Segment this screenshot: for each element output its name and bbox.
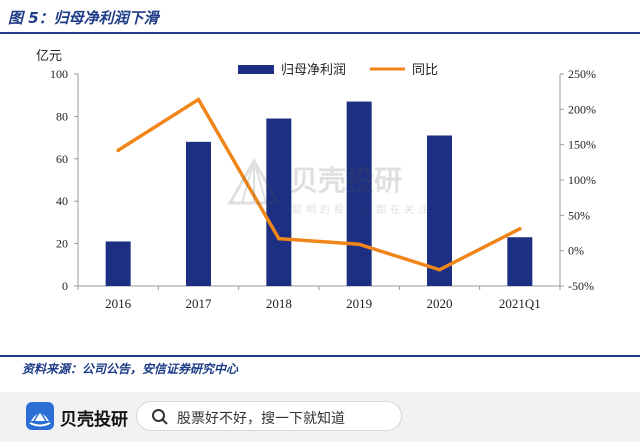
line-point <box>277 236 281 241</box>
x-tick-label: 2020 <box>427 296 453 311</box>
y-right-tick-label: -50% <box>568 279 594 293</box>
y-left-tick-label: 0 <box>62 279 68 293</box>
y-left-tick-label: 60 <box>56 152 68 166</box>
source-note: 资料来源：公司公告，安信证券研究中心 <box>22 362 239 376</box>
watermark: 贝壳投研 聪明的投资者都在关注 <box>220 155 450 225</box>
line-point <box>437 267 442 272</box>
bar <box>186 141 211 286</box>
watermark-brand: 贝壳投研 <box>290 164 403 197</box>
bar <box>105 241 131 286</box>
y-left-tick-label: 40 <box>56 194 68 208</box>
legend-line-label: 同比 <box>412 63 438 78</box>
chart-legend: 归母净利润 同比 <box>238 63 438 78</box>
legend-bar-label: 归母净利润 <box>281 63 346 78</box>
line-point <box>357 242 361 247</box>
figure-title-bar: 图 5：归母净利润下滑 <box>0 0 640 34</box>
x-tick-label: 2018 <box>266 296 292 311</box>
tick-labels: 0 20 40 60 80 100 -50% 0% 50% 100% 150% 200% 250% 201… <box>50 67 596 311</box>
watermark-slogan: 聪明的投资者都在关注 <box>292 205 432 216</box>
y-right-tick-label: 200% <box>568 102 596 116</box>
figure-title: 图 5：归母净利润下滑 <box>8 9 159 27</box>
chart-axes <box>74 73 564 290</box>
y-right-tick-label: 50% <box>568 208 590 222</box>
y-left-tick-label: 20 <box>56 237 68 251</box>
line-point <box>518 226 522 231</box>
y-right-tick-label: 150% <box>568 138 596 152</box>
bar <box>346 101 372 286</box>
x-tick-label: 2017 <box>186 296 213 311</box>
footer-bar: 贝壳投研 股票好不好，搜一下就知道 <box>0 392 640 442</box>
line-point <box>116 148 120 153</box>
y-right-tick-label: 100% <box>568 173 596 187</box>
legend-bar-swatch <box>238 65 274 74</box>
search-input[interactable]: 股票好不好，搜一下就知道 <box>136 401 402 431</box>
y-right-tick-label: 0% <box>568 244 584 258</box>
bar <box>266 118 292 287</box>
y-left-tick-label: 100 <box>50 67 68 81</box>
bar <box>507 237 533 286</box>
shell-watermark-icon <box>227 157 281 205</box>
y-left-unit-label: 亿元 <box>36 49 62 64</box>
footer-logo-text[interactable]: 贝壳投研 <box>60 410 128 430</box>
chart: 0 20 40 60 80 100 -50% 0% 50% 100% 150% 200% 250% 201… <box>36 49 596 311</box>
y-left-tick-label: 80 <box>56 109 68 123</box>
shell-logo-icon[interactable] <box>26 402 54 430</box>
bar <box>427 135 452 286</box>
line-path <box>117 97 521 272</box>
x-tick-label: 2019 <box>346 296 372 311</box>
search-icon[interactable] <box>151 408 169 426</box>
line-point <box>196 97 201 102</box>
line-series <box>116 97 522 272</box>
x-tick-label: 2021Q1 <box>499 296 541 311</box>
bar-series <box>105 101 533 287</box>
y-right-tick-label: 250% <box>568 67 596 81</box>
search-placeholder: 股票好不好，搜一下就知道 <box>177 411 345 427</box>
x-tick-label: 2016 <box>105 296 132 311</box>
source-bar: 资料来源：公司公告，安信证券研究中心 <box>0 355 640 379</box>
